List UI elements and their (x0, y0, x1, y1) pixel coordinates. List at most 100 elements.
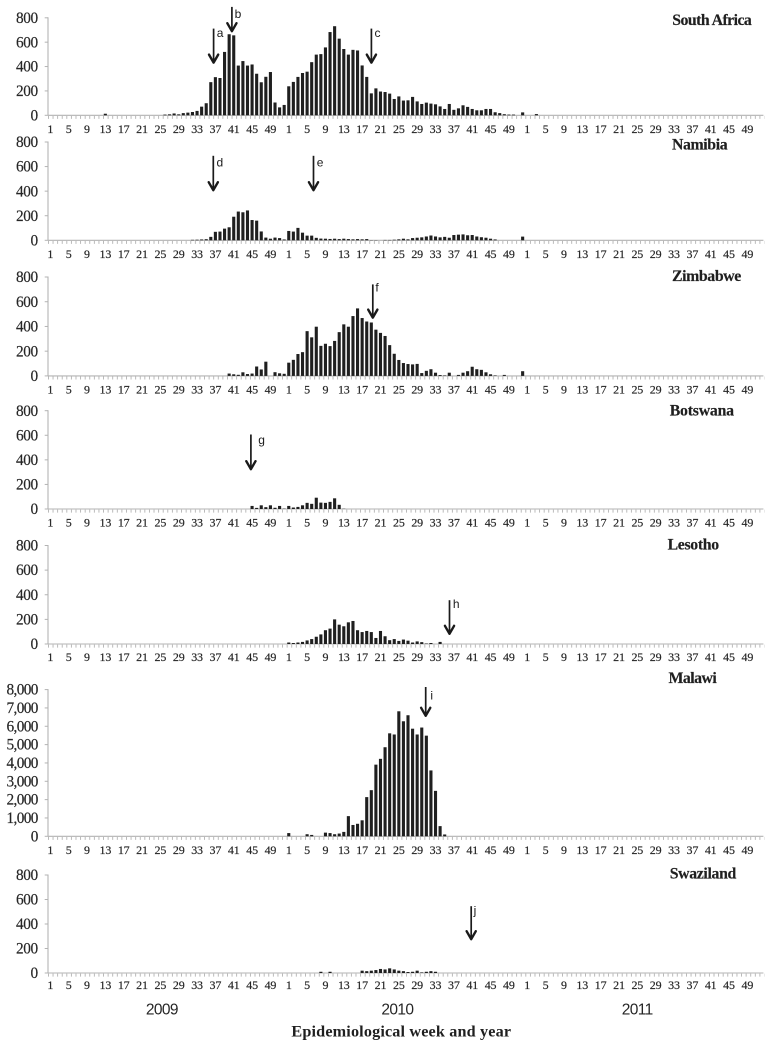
svg-text:2010: 2010 (381, 1002, 414, 1019)
svg-text:1: 1 (286, 247, 292, 261)
svg-text:1: 1 (47, 247, 53, 261)
svg-text:21: 21 (613, 247, 625, 261)
svg-text:33: 33 (430, 122, 442, 136)
svg-text:5: 5 (304, 122, 310, 136)
svg-text:21: 21 (375, 122, 387, 136)
svg-text:25: 25 (631, 382, 643, 396)
svg-text:17: 17 (356, 382, 368, 396)
svg-text:Swaziland: Swaziland (670, 866, 737, 883)
svg-text:13: 13 (338, 382, 350, 396)
svg-text:5: 5 (304, 247, 310, 261)
svg-text:200: 200 (16, 83, 38, 100)
svg-text:Epidemiological week and year: Epidemiological week and year (291, 1022, 511, 1040)
svg-text:1: 1 (524, 978, 530, 992)
svg-text:33: 33 (668, 122, 680, 136)
svg-text:400: 400 (16, 916, 38, 933)
svg-text:37: 37 (210, 247, 222, 261)
svg-text:33: 33 (668, 247, 680, 261)
svg-text:37: 37 (448, 382, 460, 396)
svg-text:2009: 2009 (146, 1002, 178, 1019)
svg-text:1: 1 (47, 122, 53, 136)
svg-text:1: 1 (47, 515, 53, 529)
svg-text:21: 21 (136, 382, 148, 396)
svg-text:9: 9 (323, 978, 329, 992)
svg-text:17: 17 (595, 843, 607, 857)
svg-text:17: 17 (595, 122, 607, 136)
svg-text:45: 45 (246, 650, 258, 664)
svg-text:13: 13 (99, 650, 111, 664)
svg-text:49: 49 (503, 515, 515, 529)
svg-text:1: 1 (286, 978, 292, 992)
svg-text:37: 37 (686, 978, 698, 992)
svg-text:5: 5 (304, 650, 310, 664)
svg-text:17: 17 (356, 515, 368, 529)
svg-text:49: 49 (265, 122, 277, 136)
svg-text:5: 5 (66, 247, 72, 261)
svg-text:41: 41 (466, 843, 478, 857)
svg-text:Malawi: Malawi (669, 670, 718, 687)
svg-text:South Africa: South Africa (672, 12, 752, 29)
svg-text:1: 1 (47, 382, 53, 396)
svg-text:5: 5 (304, 843, 310, 857)
svg-text:33: 33 (668, 650, 680, 664)
svg-text:9: 9 (84, 978, 90, 992)
svg-text:45: 45 (723, 843, 735, 857)
svg-text:9: 9 (323, 650, 329, 664)
svg-text:49: 49 (503, 122, 515, 136)
svg-text:41: 41 (705, 382, 717, 396)
svg-text:5: 5 (543, 650, 549, 664)
svg-text:45: 45 (246, 122, 258, 136)
svg-text:600: 600 (16, 892, 38, 909)
svg-text:21: 21 (136, 843, 148, 857)
svg-text:9: 9 (561, 382, 567, 396)
svg-text:29: 29 (173, 247, 185, 261)
svg-text:33: 33 (191, 650, 203, 664)
svg-text:37: 37 (210, 843, 222, 857)
svg-text:37: 37 (210, 650, 222, 664)
svg-text:1: 1 (524, 515, 530, 529)
svg-text:37: 37 (210, 515, 222, 529)
svg-text:400: 400 (16, 587, 38, 604)
svg-text:9: 9 (561, 122, 567, 136)
svg-text:33: 33 (668, 978, 680, 992)
svg-text:0: 0 (31, 636, 39, 653)
svg-text:49: 49 (742, 122, 754, 136)
svg-text:49: 49 (742, 978, 754, 992)
svg-text:25: 25 (155, 247, 167, 261)
svg-text:17: 17 (356, 978, 368, 992)
svg-text:13: 13 (576, 382, 588, 396)
svg-text:9: 9 (84, 650, 90, 664)
svg-text:49: 49 (742, 247, 754, 261)
svg-text:13: 13 (338, 978, 350, 992)
svg-text:800: 800 (16, 403, 38, 420)
svg-text:800: 800 (16, 10, 38, 27)
svg-text:45: 45 (723, 978, 735, 992)
svg-text:41: 41 (228, 978, 240, 992)
svg-text:21: 21 (136, 247, 148, 261)
svg-text:25: 25 (393, 382, 405, 396)
svg-text:37: 37 (448, 247, 460, 261)
svg-text:13: 13 (99, 978, 111, 992)
svg-text:400: 400 (16, 183, 38, 200)
svg-text:13: 13 (576, 247, 588, 261)
svg-text:45: 45 (485, 247, 497, 261)
svg-text:41: 41 (705, 843, 717, 857)
svg-text:37: 37 (686, 843, 698, 857)
svg-text:7,000: 7,000 (6, 700, 38, 717)
svg-text:45: 45 (723, 382, 735, 396)
svg-text:1: 1 (524, 382, 530, 396)
svg-text:600: 600 (16, 427, 38, 444)
svg-text:33: 33 (430, 978, 442, 992)
svg-text:9: 9 (323, 515, 329, 529)
svg-text:17: 17 (356, 650, 368, 664)
svg-text:49: 49 (265, 382, 277, 396)
svg-text:29: 29 (173, 515, 185, 529)
svg-text:33: 33 (191, 843, 203, 857)
svg-text:45: 45 (246, 978, 258, 992)
svg-text:25: 25 (393, 515, 405, 529)
svg-text:5: 5 (543, 515, 549, 529)
svg-text:29: 29 (173, 382, 185, 396)
svg-text:600: 600 (16, 562, 38, 579)
svg-text:33: 33 (191, 247, 203, 261)
svg-text:400: 400 (16, 319, 38, 336)
